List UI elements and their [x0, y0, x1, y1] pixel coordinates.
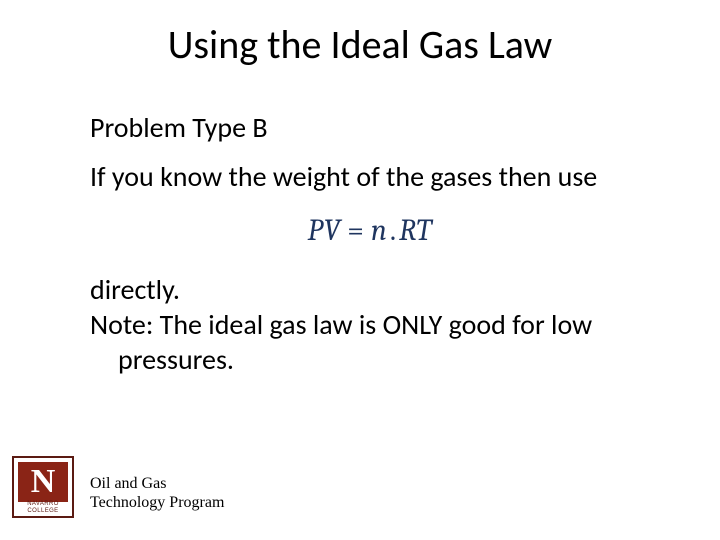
- footer-line-2: Technology Program: [90, 494, 224, 511]
- problem-type-heading: Problem Type B: [90, 110, 650, 145]
- formula-block: PV=n.RT: [90, 212, 650, 250]
- slide-title: Using the Ideal Gas Law: [0, 20, 720, 69]
- logo-caption-line1: NAVARRO: [27, 501, 59, 507]
- logo-red-panel: N: [18, 462, 68, 502]
- footer-line-1: Oil and Gas: [90, 475, 166, 492]
- logo-letter: N: [31, 465, 56, 499]
- footer-program-name: Oil and Gas Technology Program: [90, 474, 224, 512]
- formula-lhs: PV: [308, 213, 342, 248]
- after-formula-word: directly.: [90, 272, 180, 307]
- note-line-1: Note: The ideal gas law is ONLY good for…: [90, 307, 592, 342]
- navarro-college-logo: N NAVARRO COLLEGE: [12, 456, 74, 518]
- formula-equals: =: [341, 213, 371, 248]
- formula-rt: RT: [399, 213, 432, 248]
- ideal-gas-law-formula: PV=n.RT: [308, 213, 433, 248]
- formula-dot: .: [388, 213, 399, 248]
- formula-n: n: [371, 213, 388, 248]
- slide: Using the Ideal Gas Law Problem Type B I…: [0, 0, 720, 540]
- logo-frame: N NAVARRO COLLEGE: [12, 456, 74, 518]
- note-block: directly. Note: The ideal gas law is ONL…: [90, 272, 650, 377]
- logo-caption-line2: COLLEGE: [27, 508, 58, 514]
- lead-line: If you know the weight of the gases then…: [90, 159, 650, 194]
- note-line-2: pressures.: [90, 342, 650, 377]
- logo-caption: NAVARRO COLLEGE: [14, 501, 72, 514]
- slide-body: Problem Type B If you know the weight of…: [90, 110, 650, 377]
